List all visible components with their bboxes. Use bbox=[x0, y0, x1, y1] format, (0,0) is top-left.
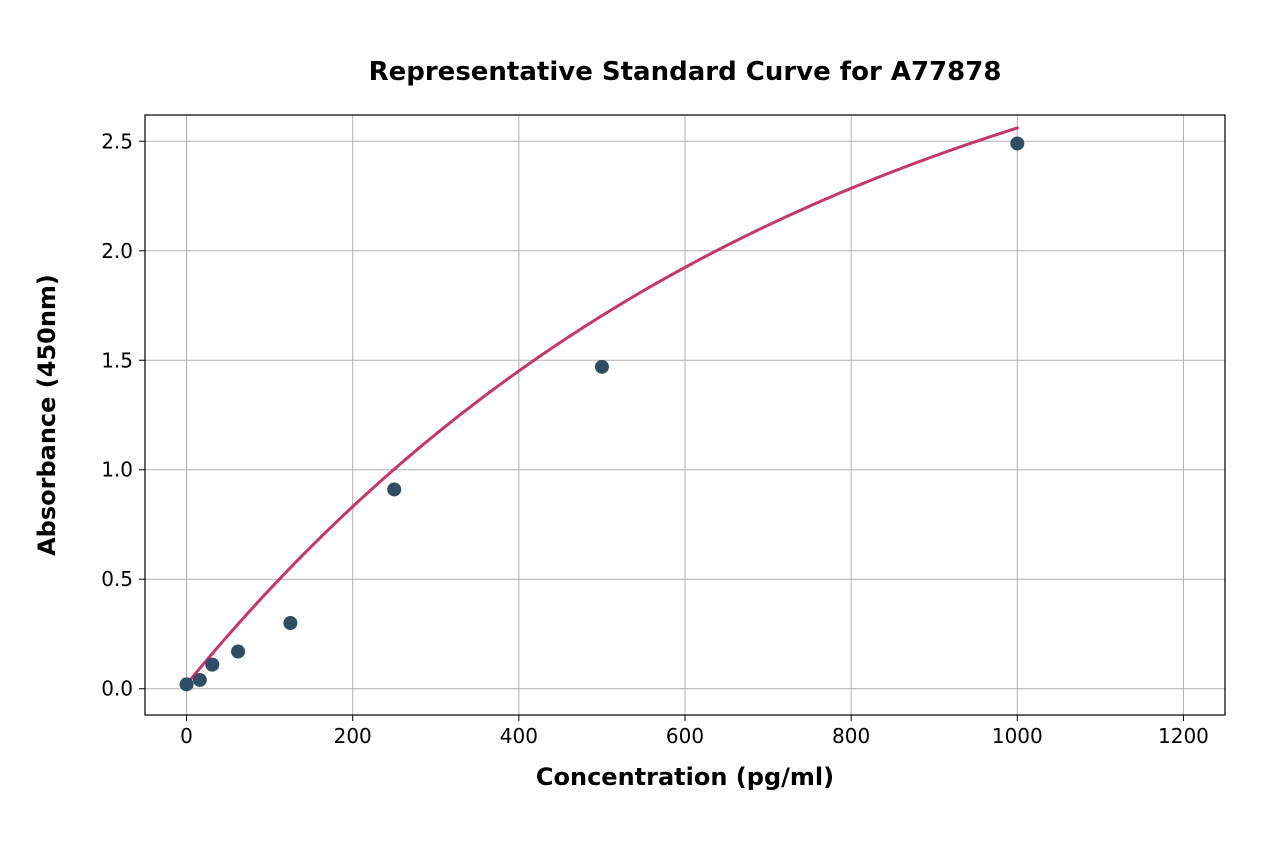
x-tick-label: 0 bbox=[180, 724, 193, 748]
chart-svg: 0 200 400 600 800 1000 1200 0.0 0.5 1.0 1.5 2.0 2.5 C… bbox=[0, 0, 1280, 845]
chart-container: 0 200 400 600 800 1000 1200 0.0 0.5 1.0 1.5 2.0 2.5 C… bbox=[0, 0, 1280, 845]
x-tick-label: 400 bbox=[500, 724, 538, 748]
data-point bbox=[205, 658, 219, 672]
x-tick-label: 200 bbox=[334, 724, 372, 748]
x-tick-label: 600 bbox=[666, 724, 704, 748]
y-tick-label: 1.5 bbox=[101, 348, 133, 372]
y-tick-label: 0.0 bbox=[101, 677, 133, 701]
data-point bbox=[387, 482, 401, 496]
y-axis-label: Absorbance (450nm) bbox=[33, 274, 61, 556]
data-point bbox=[180, 677, 194, 691]
data-point bbox=[283, 616, 297, 630]
data-point bbox=[595, 360, 609, 374]
y-tick-label: 2.0 bbox=[101, 239, 133, 263]
data-point bbox=[193, 673, 207, 687]
y-tick-label: 2.5 bbox=[101, 129, 133, 153]
y-tick-label: 0.5 bbox=[101, 567, 133, 591]
data-point bbox=[1010, 136, 1024, 150]
y-tick-label: 1.0 bbox=[101, 458, 133, 482]
x-tick-label: 800 bbox=[832, 724, 870, 748]
data-point bbox=[231, 644, 245, 658]
x-axis-label: Concentration (pg/ml) bbox=[536, 763, 834, 791]
x-tick-label: 1200 bbox=[1158, 724, 1209, 748]
x-tick-label: 1000 bbox=[992, 724, 1043, 748]
chart-title: Representative Standard Curve for A77878 bbox=[369, 57, 1002, 87]
